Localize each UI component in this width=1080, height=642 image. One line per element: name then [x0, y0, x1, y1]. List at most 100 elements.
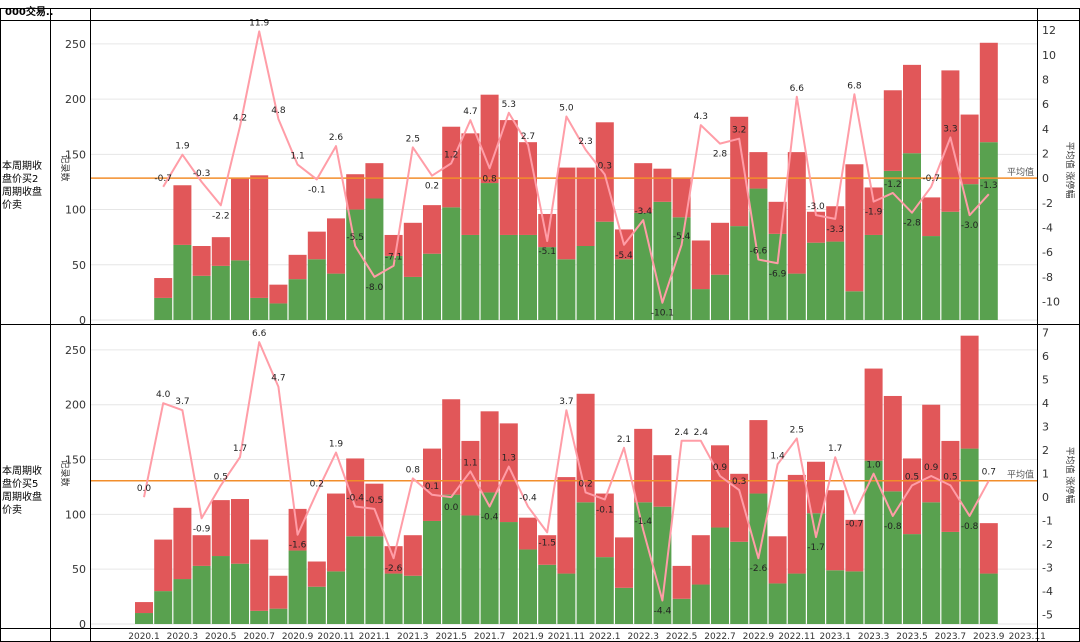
bar-red — [634, 163, 653, 213]
avg-data-label: -0.5 — [366, 496, 384, 506]
bar-green — [903, 534, 921, 624]
left-tick-label: 250 — [65, 38, 86, 51]
left-tick-label: 100 — [65, 204, 86, 217]
bar-red — [557, 477, 576, 574]
bar-red — [634, 428, 653, 503]
bar-green — [365, 536, 384, 624]
x-tick-label: 2023.9 — [973, 632, 1005, 642]
avg-data-label: 5.3 — [502, 100, 516, 110]
avg-data-label: 0.9 — [713, 463, 728, 473]
right-tick-label: 4 — [1042, 123, 1049, 136]
bar-green — [826, 570, 845, 624]
bar-green — [211, 556, 230, 624]
right-tick-label: 1 — [1042, 468, 1049, 481]
bar-green — [423, 253, 441, 320]
avg-data-label: -0.1 — [308, 185, 326, 195]
bar-red — [365, 163, 384, 199]
row-label-bottom-container: 本周期收盘价买5周期收盘价卖 — [2, 466, 42, 516]
bar-green — [941, 531, 960, 624]
avg-data-label: 4.0 — [156, 390, 171, 400]
bar-green — [384, 255, 403, 320]
bar-red — [211, 500, 230, 557]
bar-green — [269, 608, 288, 624]
avg-data-label: 3.7 — [175, 397, 189, 407]
avg-data-label: 3.3 — [943, 124, 957, 134]
bar-green — [903, 153, 921, 320]
avg-data-label: 1.9 — [175, 142, 190, 152]
bar-green — [691, 584, 710, 624]
avg-data-label: -0.9 — [193, 524, 211, 534]
x-tick-label: 2023.7 — [935, 632, 967, 642]
x-tick-label: 2022.3 — [627, 632, 659, 642]
left-tick-label: 150 — [65, 148, 86, 161]
bar-red — [538, 535, 557, 565]
x-tick-label: 2020.5 — [205, 632, 237, 642]
bar-green — [960, 448, 979, 624]
bar-green — [883, 170, 902, 320]
avg-data-label: -3.0 — [807, 202, 825, 212]
avg-data-label: 2.8 — [713, 150, 728, 160]
bar-red — [826, 490, 845, 571]
bar-green — [423, 520, 441, 624]
avg-data-label: 0.2 — [578, 479, 592, 489]
avg-data-label: -4.4 — [654, 607, 672, 617]
bar-green — [634, 502, 653, 624]
avg-data-label: 0.2 — [425, 182, 439, 192]
reference-line-label: 平均值 — [1007, 469, 1034, 481]
x-tick-label: 2021.5 — [435, 632, 467, 642]
bar-green — [576, 502, 595, 624]
avg-data-label: -8.0 — [366, 283, 384, 293]
x-tick-label: 2021.1 — [359, 632, 391, 642]
bar-green — [768, 583, 787, 624]
bar-green — [711, 274, 729, 320]
bar-green — [154, 297, 173, 320]
bar-red — [845, 164, 864, 292]
bar-green — [384, 573, 403, 624]
avg-data-label: 0.5 — [943, 472, 957, 482]
bar-red — [672, 565, 691, 599]
avg-data-label: -2.8 — [903, 219, 921, 229]
right-tick-label: -4 — [1042, 222, 1053, 235]
corner-label: 000交易.. — [5, 5, 53, 18]
x-tick-label: 2021.7 — [474, 632, 506, 642]
row-label-top-container: 本周期收盘价买2周期收盘价卖 — [2, 161, 42, 211]
avg-data-label: 4.7 — [463, 107, 477, 117]
bar-red — [154, 539, 173, 592]
bar-green — [499, 234, 518, 320]
right-tick-label: 6 — [1042, 350, 1049, 363]
bar-red — [960, 335, 979, 449]
avg-data-label: -1.6 — [289, 541, 307, 551]
right-tick-label: -5 — [1042, 609, 1053, 622]
bar-red — [595, 122, 614, 222]
bar-green — [499, 522, 518, 624]
bar-green — [615, 587, 633, 624]
x-tick-label: 2022.11 — [778, 632, 815, 642]
right-tick-label: -3 — [1042, 562, 1053, 575]
avg-data-label: -1.3 — [980, 181, 998, 191]
avg-data-label: 4.7 — [271, 374, 285, 384]
bar-red — [730, 116, 749, 227]
bar-red — [307, 561, 326, 587]
bar-red — [576, 167, 595, 246]
bar-green — [557, 573, 576, 624]
bar-red — [269, 284, 288, 304]
bar-green — [461, 234, 480, 320]
bar-green — [826, 241, 845, 320]
right-tick-label: 10 — [1042, 49, 1056, 62]
avg-data-label: 0.1 — [425, 482, 439, 492]
avg-data-label: 3.2 — [732, 126, 746, 136]
bar-red — [672, 178, 691, 218]
bar-red — [346, 458, 365, 537]
bar-red — [883, 90, 902, 171]
avg-data-label: 1.4 — [770, 451, 785, 461]
avg-data-label: 1.7 — [828, 444, 842, 454]
avg-data-label: 0.7 — [982, 468, 996, 478]
avg-data-label: -0.7 — [846, 520, 864, 530]
avg-data-label: -0.8 — [961, 522, 979, 532]
bar-red — [903, 64, 921, 154]
bar-green — [691, 289, 710, 320]
row-label-bottom: 本周期收盘价买5周期收盘价卖 — [2, 466, 42, 516]
avg-data-label: -2.2 — [212, 211, 230, 221]
bar-green — [595, 557, 614, 624]
avg-data-label: 1.0 — [866, 461, 881, 471]
